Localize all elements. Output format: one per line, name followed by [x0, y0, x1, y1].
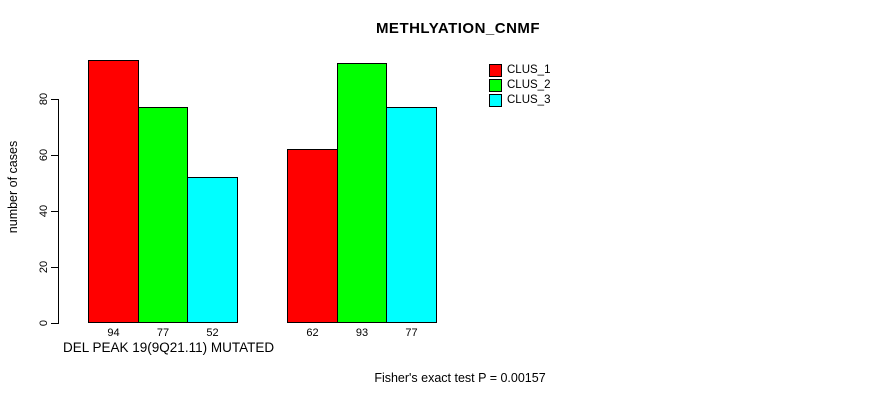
- bar: [187, 177, 238, 323]
- y-axis-label: number of cases: [6, 140, 20, 234]
- y-axis-line: [58, 99, 59, 324]
- y-tick-mark: [51, 211, 58, 212]
- bar: [88, 59, 139, 323]
- legend-row: CLUS_2: [489, 79, 550, 92]
- y-tick-label: 0: [38, 319, 50, 327]
- y-tick-label: 20: [38, 260, 50, 274]
- legend-swatch-icon: [489, 79, 502, 92]
- legend-swatch-icon: [489, 94, 502, 107]
- x-axis-label: DEL PEAK 19(9Q21.11) MUTATED: [63, 340, 275, 355]
- y-tick-label: 40: [38, 204, 50, 218]
- footnote-pvalue: Fisher's exact test P = 0.00157: [374, 371, 546, 385]
- bar-value-label: 62: [306, 327, 319, 339]
- legend-row: CLUS_3: [489, 94, 550, 107]
- legend-row: CLUS_1: [489, 64, 550, 77]
- legend-label: CLUS_3: [507, 94, 551, 106]
- y-tick-mark: [51, 99, 58, 100]
- bar: [336, 62, 387, 323]
- legend: CLUS_1 CLUS_2 CLUS_3: [489, 64, 550, 109]
- y-tick-label: 60: [38, 148, 50, 162]
- bar-value-label: 94: [107, 327, 120, 339]
- y-tick-mark: [51, 155, 58, 156]
- y-tick-mark: [51, 267, 58, 268]
- bar-value-label: 52: [206, 327, 219, 339]
- legend-label: CLUS_2: [507, 79, 551, 91]
- chart-title: METHLYATION_CNMF: [375, 20, 541, 37]
- bar-value-label: 77: [156, 327, 170, 339]
- legend-label: CLUS_1: [507, 64, 551, 76]
- legend-swatch-icon: [489, 64, 502, 77]
- bar: [386, 107, 437, 323]
- bar: [287, 149, 338, 323]
- y-tick-mark: [51, 323, 58, 324]
- bar-value-label: 93: [355, 327, 369, 339]
- y-tick-label: 80: [38, 92, 50, 106]
- bar: [137, 107, 188, 323]
- bar-value-label: 77: [405, 327, 418, 339]
